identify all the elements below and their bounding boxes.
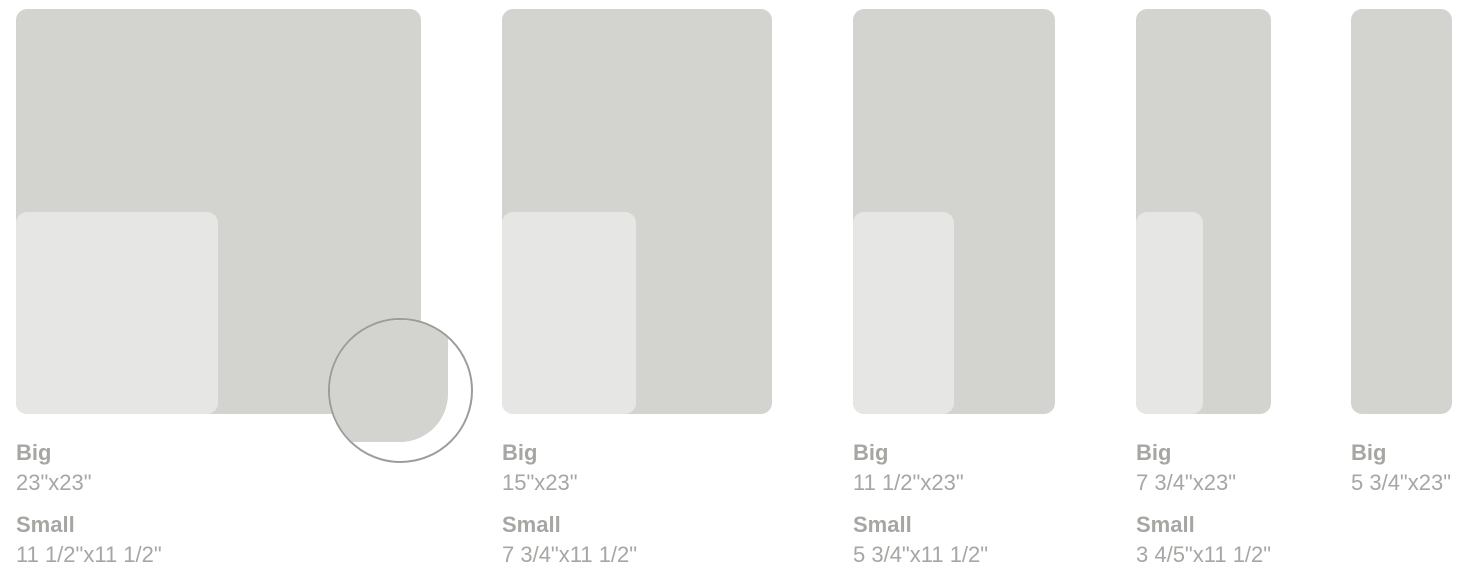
small-panel — [853, 212, 954, 414]
small-size: 11 1/2"x11 1/2" — [16, 542, 162, 567]
big-size: 7 3/4"x23" — [1136, 470, 1237, 495]
big-size: 23"x23" — [16, 470, 92, 495]
small-title: Small — [853, 512, 912, 537]
small-size: 7 3/4"x11 1/2" — [502, 542, 638, 567]
small-size: 3 4/5"x11 1/2" — [1136, 542, 1272, 567]
big-size: 15"x23" — [502, 470, 578, 495]
small-title: Small — [1136, 512, 1195, 537]
big-title: Big — [16, 440, 52, 465]
big-title: Big — [1136, 440, 1172, 465]
small-panel — [16, 212, 218, 414]
small-panel — [502, 212, 636, 414]
big-title: Big — [853, 440, 889, 465]
small-size: 5 3/4"x11 1/2" — [853, 542, 989, 567]
big-panel — [1351, 9, 1452, 414]
big-title: Big — [502, 440, 538, 465]
magnified-corner — [330, 320, 448, 442]
big-size: 11 1/2"x23" — [853, 470, 964, 495]
corner-magnifier — [328, 318, 473, 463]
big-size: 5 3/4"x23" — [1351, 470, 1452, 495]
small-title: Small — [16, 512, 75, 537]
small-title: Small — [502, 512, 561, 537]
big-title: Big — [1351, 440, 1387, 465]
small-panel — [1136, 212, 1203, 414]
